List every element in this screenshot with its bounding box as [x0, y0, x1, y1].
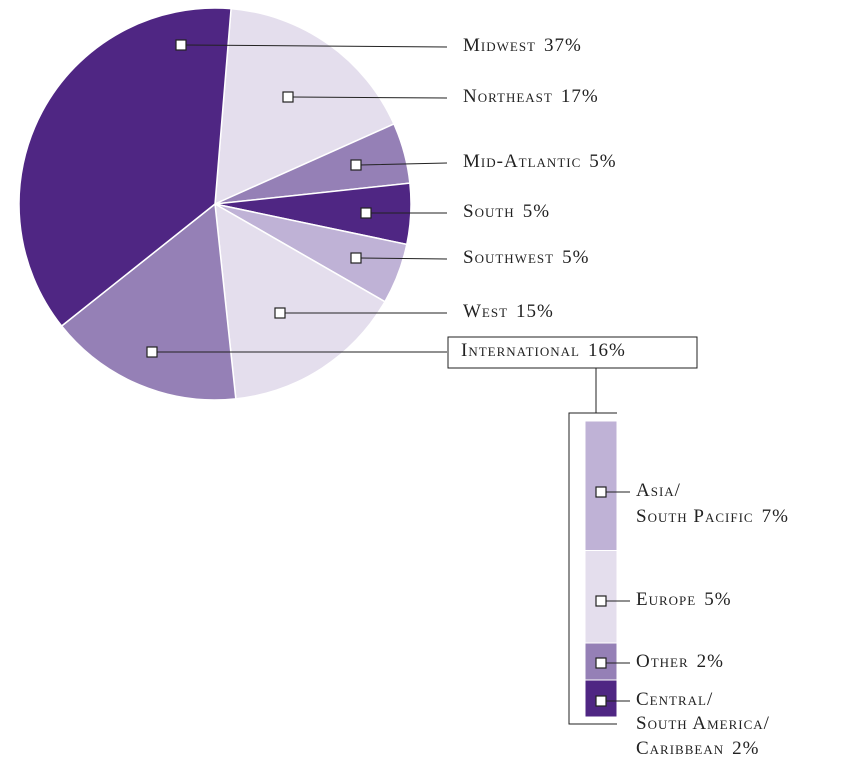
- category-name: Asia/: [636, 480, 681, 501]
- category-name: Midwest: [463, 35, 536, 56]
- category-name: South: [463, 201, 515, 222]
- segment-label: Central/: [636, 689, 713, 710]
- slice-label: South 5%: [463, 201, 550, 222]
- marker: [350, 252, 362, 264]
- segment-label: Caribbean 2%: [636, 738, 759, 759]
- segment-label: South America/: [636, 713, 770, 734]
- category-name: Caribbean: [636, 738, 724, 759]
- value-label: 2%: [697, 651, 724, 672]
- segment-label: Asia/: [636, 480, 681, 501]
- marker: [595, 657, 607, 669]
- value-label: 5%: [704, 589, 731, 610]
- pie-slice: [214, 202, 386, 400]
- value-label: 17%: [561, 86, 599, 107]
- category-name: International: [461, 340, 580, 361]
- marker: [274, 307, 286, 319]
- slice-label: Northeast 17%: [463, 86, 599, 107]
- pie: [18, 7, 412, 401]
- bracket: [568, 412, 617, 725]
- marker: [595, 595, 607, 607]
- segment-label: Europe 5%: [636, 589, 732, 610]
- category-name: Northeast: [463, 86, 553, 107]
- labels: Northeast 17%Mid-Atlantic 5%South 5%Southwe…: [461, 35, 626, 361]
- value-label: 7%: [762, 506, 789, 527]
- slice-label: Southwest 5%: [463, 247, 589, 268]
- marker: [146, 346, 158, 358]
- bar-segment: [584, 420, 618, 551]
- leaders: [146, 39, 698, 725]
- pie-slice: [18, 7, 232, 328]
- category-name: Mid-Atlantic: [463, 151, 581, 172]
- marker: [595, 695, 607, 707]
- value-label: 16%: [588, 340, 626, 361]
- value-label: 5%: [589, 151, 616, 172]
- category-name: Other: [636, 651, 689, 672]
- segment-label: Other 2%: [636, 651, 724, 672]
- value-label: 2%: [732, 738, 759, 759]
- value-label: 37%: [544, 35, 582, 56]
- category-name: West: [463, 301, 508, 322]
- value-label: 5%: [562, 247, 589, 268]
- value-label: 15%: [516, 301, 554, 322]
- marker: [360, 207, 372, 219]
- pie-slice: [214, 7, 395, 206]
- slice-label: West 15%: [463, 301, 554, 322]
- marker: [175, 39, 187, 51]
- value-label: 5%: [523, 201, 550, 222]
- category-name: Central/: [636, 689, 713, 710]
- slice-label: Midwest 37%: [463, 35, 582, 56]
- slice-label: Mid-Atlantic 5%: [463, 151, 617, 172]
- marker: [595, 486, 607, 498]
- marker: [350, 159, 362, 171]
- category-name: South Pacific: [636, 506, 754, 527]
- pie-slice: [60, 202, 237, 401]
- segment-label: South Pacific 7%: [636, 506, 789, 527]
- label-box: [447, 336, 698, 369]
- category-name: Southwest: [463, 247, 554, 268]
- category-name: Europe: [636, 589, 696, 610]
- category-name: South America/: [636, 713, 770, 734]
- marker: [282, 91, 294, 103]
- slice-label: International 16%: [461, 340, 626, 361]
